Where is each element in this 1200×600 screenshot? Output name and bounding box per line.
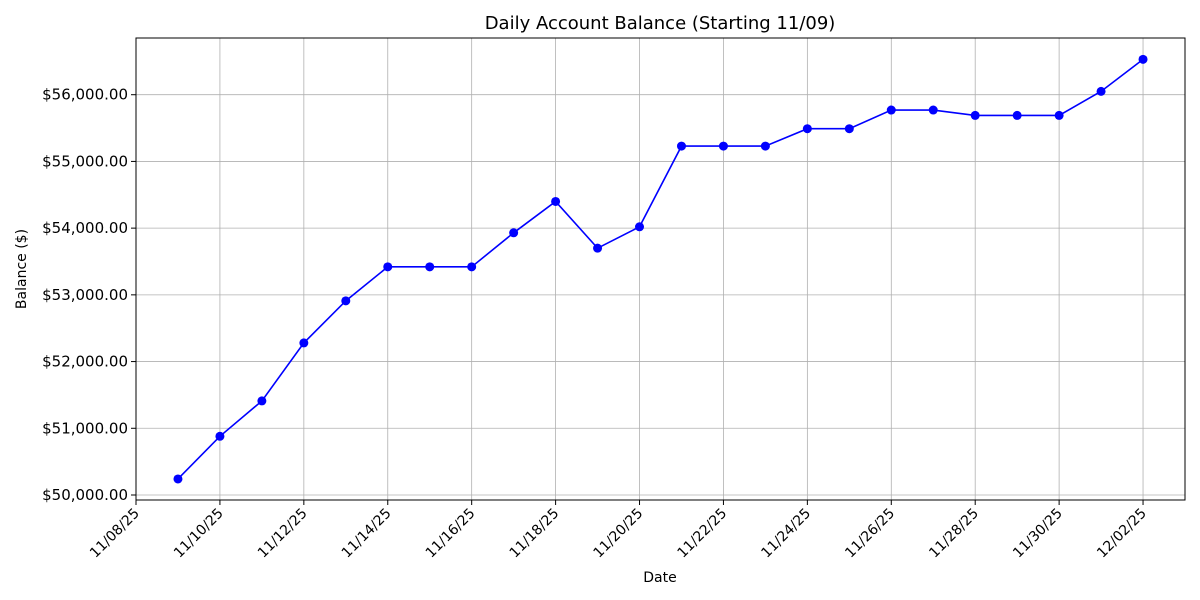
point xyxy=(215,431,225,441)
x-tick-label: 11/16/25 xyxy=(423,506,479,562)
y-tick-label: $52,000.00 xyxy=(42,353,128,371)
point xyxy=(383,262,393,272)
point xyxy=(1012,110,1022,120)
point xyxy=(928,105,938,115)
point xyxy=(970,110,980,120)
point xyxy=(1096,86,1106,96)
x-tick-label: 11/12/25 xyxy=(255,506,311,562)
y-axis-label: Balance ($) xyxy=(14,229,30,309)
y-tick-label: $50,000.00 xyxy=(42,486,128,504)
x-axis-label: Date xyxy=(643,570,676,586)
x-tick-label: 11/24/25 xyxy=(758,506,814,562)
y-tick-label: $51,000.00 xyxy=(42,419,128,437)
x-tick-label: 11/22/25 xyxy=(674,506,730,562)
x-tick-label: 11/08/25 xyxy=(87,506,143,562)
y-tick-label: $56,000.00 xyxy=(42,86,128,104)
point xyxy=(718,141,728,151)
x-tick-label: 11/14/25 xyxy=(339,506,395,562)
point xyxy=(173,474,183,484)
point xyxy=(341,296,351,306)
plot-frame xyxy=(135,37,1186,501)
point xyxy=(1054,110,1064,120)
point xyxy=(467,262,477,272)
x-tick-label: 11/30/25 xyxy=(1010,506,1066,562)
line xyxy=(177,58,1144,480)
y-tick-label: $53,000.00 xyxy=(42,286,128,304)
x-tick-label: 11/20/25 xyxy=(591,506,647,562)
point xyxy=(299,338,309,348)
point xyxy=(676,141,686,151)
point xyxy=(886,105,896,115)
chart-title: Daily Account Balance (Starting 11/09) xyxy=(485,13,836,34)
point xyxy=(509,228,519,238)
x-tick-label: 11/26/25 xyxy=(842,506,898,562)
point xyxy=(844,124,854,134)
point xyxy=(593,243,603,253)
x-tick-label: 11/10/25 xyxy=(171,506,227,562)
x-tick-label: 12/02/25 xyxy=(1094,506,1150,562)
point xyxy=(802,124,812,134)
y-tick-label: $54,000.00 xyxy=(42,219,128,237)
x-tick-label: 11/28/25 xyxy=(926,506,982,562)
point xyxy=(551,196,561,206)
point xyxy=(257,396,267,406)
point xyxy=(1138,54,1148,64)
point xyxy=(760,141,770,151)
y-tick-label: $55,000.00 xyxy=(42,152,128,170)
x-tick-label: 11/18/25 xyxy=(507,506,563,562)
point xyxy=(635,222,645,232)
point xyxy=(425,262,435,272)
